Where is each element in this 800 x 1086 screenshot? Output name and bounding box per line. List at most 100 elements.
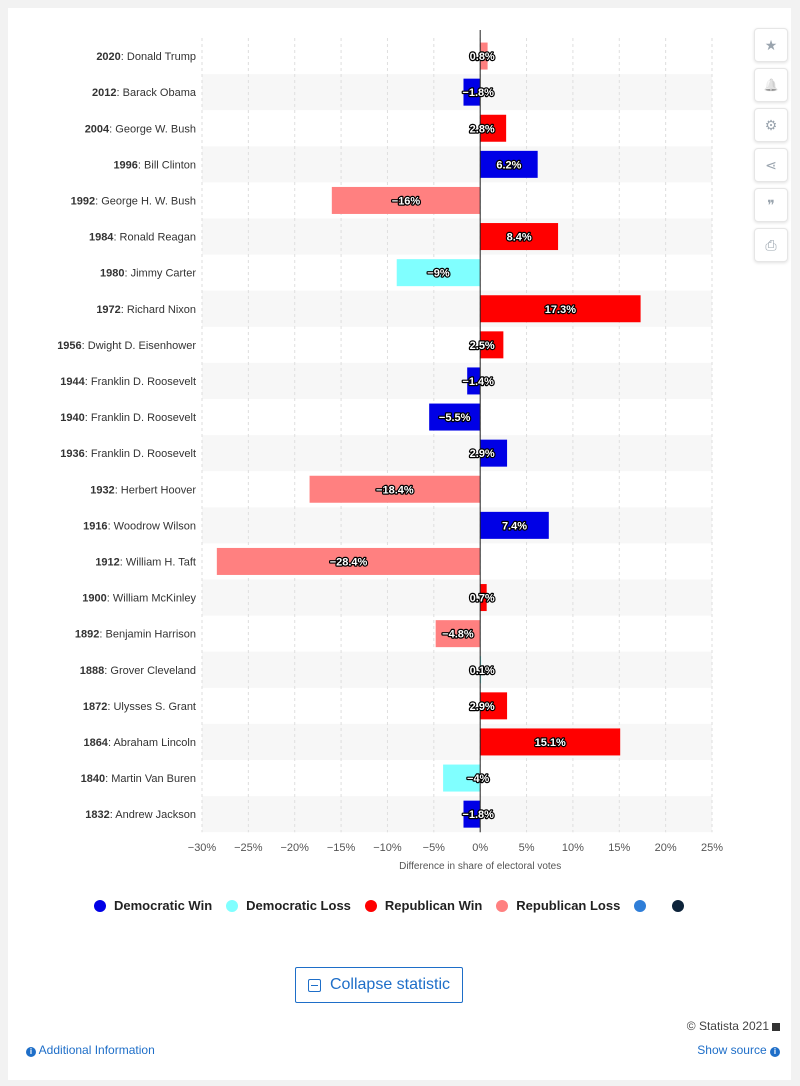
category-name: : Barack Obama	[117, 87, 197, 99]
category-name: : William McKinley	[107, 593, 197, 605]
x-tick-label: 25%	[701, 842, 723, 854]
category-name: : George W. Bush	[109, 123, 196, 135]
share-icon: ⋖	[765, 156, 777, 173]
category-year: 1888	[80, 665, 104, 677]
data-label: −1.8%	[462, 87, 494, 99]
category-label: 1932: Herbert Hoover	[90, 484, 196, 496]
star-button[interactable]: ★	[754, 28, 788, 62]
legend-item-extra-1[interactable]	[634, 899, 654, 912]
category-label: 1888: Grover Cleveland	[80, 665, 196, 677]
additional-information-link[interactable]: i Additional Information	[26, 1043, 155, 1057]
cite-button[interactable]: ❞	[754, 188, 788, 222]
print-button[interactable]: ⎙	[754, 228, 788, 262]
row-band	[202, 218, 712, 255]
settings-button[interactable]: ⚙	[754, 108, 788, 142]
credit-text: © Statista 2021	[686, 1019, 769, 1033]
legend-dot-icon	[634, 899, 647, 912]
category-label: 2012: Barack Obama	[92, 87, 197, 99]
show-source-link[interactable]: Show source i	[697, 1043, 780, 1057]
legend-label: Republican Win	[384, 898, 483, 913]
chart-card: 2020: Donald Trump 2012: Barack Obama 2004…	[8, 8, 791, 1080]
category-name: : Ronald Reagan	[113, 232, 196, 244]
bar	[480, 439, 508, 467]
bar	[480, 42, 488, 70]
quote-icon: ❞	[767, 196, 775, 213]
print-icon: ⎙	[765, 236, 777, 253]
category-name: : Benjamin Harrison	[99, 629, 196, 641]
legend-dot-icon	[672, 899, 685, 912]
x-tick-label: 20%	[655, 842, 677, 854]
info-icon: i	[26, 1047, 36, 1057]
category-year: 1840	[81, 773, 105, 785]
category-label: 1872: Ulysses S. Grant	[83, 701, 196, 713]
category-label: 1940: Franklin D. Roosevelt	[60, 412, 196, 424]
share-button[interactable]: ⋖	[754, 148, 788, 182]
bar	[480, 223, 559, 251]
data-label: −9%	[427, 268, 450, 280]
data-label: 0.7%	[470, 593, 495, 605]
category-label: 1840: Martin Van Buren	[81, 773, 196, 785]
collapse-statistic-button[interactable]: Collapse statistic	[295, 967, 463, 1003]
row-band	[202, 362, 712, 399]
x-tick-label: −5%	[423, 842, 446, 854]
row-band	[202, 435, 712, 472]
category-year: 1944	[60, 376, 85, 388]
legend-dot-icon	[94, 899, 106, 912]
data-label: 0.8%	[470, 51, 495, 63]
data-label: 2.5%	[470, 340, 495, 352]
category-label: 1892: Benjamin Harrison	[75, 629, 196, 641]
category-label: 1936: Franklin D. Roosevelt	[60, 448, 196, 460]
data-label: 2.8%	[470, 123, 495, 135]
bar	[331, 186, 481, 214]
category-label: 1972: Richard Nixon	[96, 304, 196, 316]
legend-dot-icon	[226, 899, 239, 912]
category-name: : Grover Cleveland	[104, 665, 196, 677]
category-name: : Franklin D. Roosevelt	[85, 448, 196, 460]
bell-icon: 🔔	[763, 78, 779, 92]
flag-icon[interactable]	[772, 1023, 780, 1031]
x-tick-label: 0%	[472, 842, 488, 854]
data-label: −4%	[467, 773, 490, 785]
legend-item-rep-loss[interactable]: Republican Loss	[496, 898, 620, 913]
legend-label: Republican Loss	[516, 898, 621, 913]
legend-item-rep-win[interactable]: Republican Win	[364, 898, 483, 913]
legend-item-dem-win[interactable]: Democratic Win	[94, 898, 212, 913]
legend-item-extra-2[interactable]	[672, 899, 692, 912]
category-label: 1864: Abraham Lincoln	[83, 737, 196, 749]
data-label: −5.5%	[439, 412, 471, 424]
legend-dot-icon	[496, 899, 509, 912]
category-label: 1900: William McKinley	[82, 593, 196, 605]
bar	[480, 331, 504, 359]
category-name: : Dwight D. Eisenhower	[82, 340, 197, 352]
row-band	[202, 723, 712, 760]
bar	[480, 511, 549, 539]
category-year: 1972	[96, 304, 120, 316]
bar	[309, 475, 481, 503]
bar	[396, 259, 481, 287]
category-year: 1936	[60, 448, 84, 460]
bell-button[interactable]: 🔔	[754, 68, 788, 102]
category-year: 1872	[83, 701, 107, 713]
data-label: −1.8%	[462, 809, 494, 821]
data-label: 6.2%	[496, 159, 521, 171]
bar	[463, 78, 481, 106]
x-axis-title: Difference in share of electoral votes	[399, 861, 561, 872]
data-label: 0.1%	[470, 665, 495, 677]
bar	[443, 764, 481, 792]
legend-item-dem-loss[interactable]: Democratic Loss	[226, 898, 351, 913]
data-label: 8.4%	[507, 232, 532, 244]
category-name: : Richard Nixon	[121, 304, 196, 316]
data-label: −4.8%	[442, 629, 474, 641]
x-tick-label: −20%	[281, 842, 310, 854]
bar	[435, 620, 481, 648]
category-year: 1956	[57, 340, 81, 352]
category-label: 1992: George H. W. Bush	[71, 195, 196, 207]
category-label: 1832: Andrew Jackson	[85, 809, 196, 821]
category-name: : Franklin D. Roosevelt	[85, 376, 196, 388]
additional-information-label: Additional Information	[38, 1043, 155, 1057]
collapse-label: Collapse statistic	[329, 976, 451, 993]
star-icon: ★	[764, 36, 778, 53]
category-label: 1912: William H. Taft	[95, 556, 196, 568]
category-name: : Franklin D. Roosevelt	[85, 412, 196, 424]
category-name: : Herbert Hoover	[115, 484, 197, 496]
